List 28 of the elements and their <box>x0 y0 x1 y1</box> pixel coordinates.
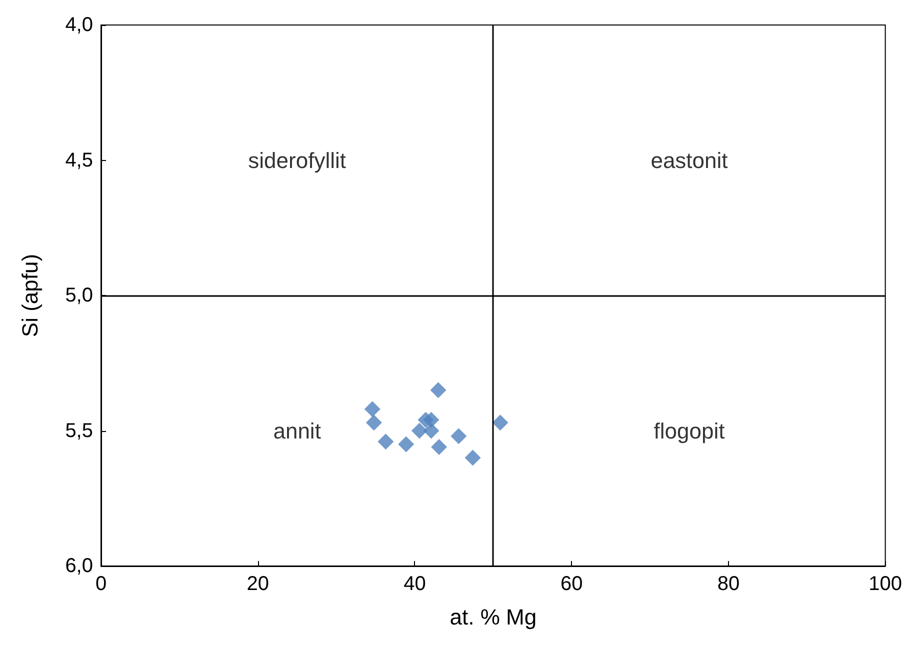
annotation: annit <box>273 418 321 444</box>
point <box>464 450 481 466</box>
x-tick-label: 20 <box>246 573 269 595</box>
point <box>492 414 508 431</box>
y-tick-label: 4,0 <box>65 14 93 36</box>
annotation: siderofyllit <box>248 148 346 173</box>
point <box>411 422 428 439</box>
point <box>423 422 440 439</box>
point <box>431 438 448 455</box>
y-tick-label: 5,0 <box>65 284 93 306</box>
point <box>366 414 382 431</box>
annotation: flogopit <box>654 418 725 444</box>
x-tick-label: 60 <box>560 573 583 595</box>
point <box>398 436 414 452</box>
y-tick-label: 5,5 <box>65 420 93 442</box>
x-axis-title: at. % Mg <box>450 604 537 630</box>
x-tick-label: 0 <box>95 573 107 595</box>
point <box>450 428 467 444</box>
annotation: eastonit <box>650 148 728 173</box>
y-tick-label: 4,5 <box>65 149 93 172</box>
x-tick-label: 100 <box>868 573 902 595</box>
point <box>430 382 446 398</box>
y-tick-label: 6,0 <box>65 555 93 577</box>
y-axis-title: Si (apfu) <box>18 254 42 338</box>
x-tick-label: 80 <box>717 573 740 595</box>
point <box>364 401 380 418</box>
point <box>378 434 394 450</box>
x-tick-label: 40 <box>404 573 426 595</box>
